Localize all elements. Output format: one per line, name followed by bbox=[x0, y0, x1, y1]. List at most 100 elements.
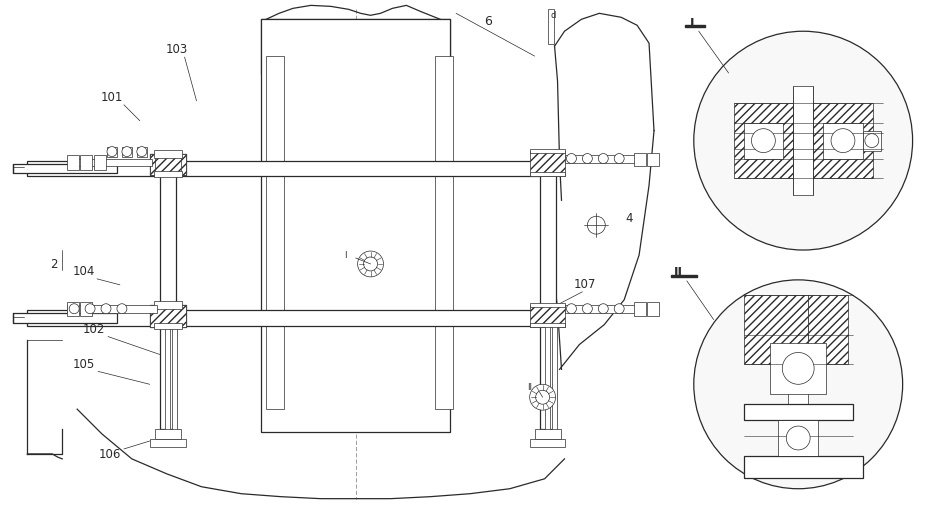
Circle shape bbox=[582, 154, 592, 164]
Bar bbox=[160, 310, 176, 429]
Circle shape bbox=[363, 257, 377, 271]
Bar bbox=[534, 429, 560, 439]
Circle shape bbox=[117, 304, 126, 314]
Bar bbox=[530, 322, 565, 327]
Circle shape bbox=[582, 304, 592, 314]
Bar bbox=[743, 456, 862, 478]
Bar bbox=[539, 173, 555, 310]
Text: 105: 105 bbox=[73, 358, 95, 371]
Bar bbox=[812, 103, 872, 178]
Circle shape bbox=[598, 154, 608, 164]
Circle shape bbox=[693, 31, 912, 250]
Bar bbox=[261, 19, 449, 74]
Circle shape bbox=[598, 304, 608, 314]
Bar bbox=[149, 154, 185, 175]
Circle shape bbox=[101, 304, 110, 314]
Bar bbox=[12, 164, 117, 173]
Bar bbox=[137, 147, 146, 156]
Bar bbox=[27, 310, 554, 326]
Bar bbox=[149, 305, 185, 327]
Bar bbox=[647, 153, 658, 167]
Bar bbox=[435, 56, 452, 409]
Text: 104: 104 bbox=[73, 265, 95, 278]
Bar bbox=[67, 154, 79, 171]
Circle shape bbox=[830, 129, 854, 153]
Bar bbox=[107, 147, 117, 156]
Bar bbox=[149, 154, 185, 175]
Circle shape bbox=[530, 384, 555, 410]
Bar bbox=[778, 420, 818, 456]
Bar bbox=[266, 56, 284, 409]
Circle shape bbox=[614, 154, 623, 164]
Bar bbox=[530, 439, 565, 447]
Bar bbox=[684, 25, 704, 27]
Circle shape bbox=[107, 147, 117, 156]
Bar bbox=[530, 151, 565, 176]
Text: I: I bbox=[344, 250, 346, 260]
Bar bbox=[72, 158, 152, 167]
Bar bbox=[155, 429, 180, 439]
Circle shape bbox=[614, 304, 623, 314]
Circle shape bbox=[137, 147, 146, 156]
Bar bbox=[670, 275, 696, 277]
Bar bbox=[544, 326, 549, 445]
Bar bbox=[261, 19, 449, 432]
Bar bbox=[743, 404, 852, 420]
Bar bbox=[807, 295, 847, 364]
Circle shape bbox=[782, 353, 814, 384]
Bar bbox=[769, 342, 825, 394]
Text: II: II bbox=[674, 266, 683, 280]
Bar bbox=[530, 305, 565, 327]
Bar bbox=[633, 302, 646, 316]
Bar bbox=[122, 147, 132, 156]
Bar bbox=[160, 173, 176, 310]
Circle shape bbox=[535, 390, 549, 404]
Circle shape bbox=[864, 134, 878, 148]
Circle shape bbox=[357, 251, 383, 277]
Bar bbox=[551, 326, 556, 445]
Text: 4: 4 bbox=[625, 212, 632, 225]
Bar bbox=[530, 172, 565, 176]
Bar bbox=[792, 86, 812, 195]
Bar bbox=[67, 302, 79, 316]
Bar bbox=[149, 305, 185, 327]
Bar bbox=[164, 326, 170, 445]
Bar bbox=[530, 303, 565, 307]
Bar bbox=[743, 295, 807, 364]
Bar bbox=[154, 172, 181, 177]
Text: d: d bbox=[550, 11, 556, 20]
Bar bbox=[787, 295, 807, 469]
Bar bbox=[743, 123, 783, 158]
Bar bbox=[149, 439, 185, 447]
Bar bbox=[80, 302, 92, 316]
Bar bbox=[67, 305, 157, 313]
Bar bbox=[94, 154, 106, 171]
Text: 106: 106 bbox=[99, 449, 121, 461]
Circle shape bbox=[85, 304, 95, 314]
Bar bbox=[154, 150, 181, 157]
Bar bbox=[80, 154, 92, 171]
Bar bbox=[530, 149, 565, 153]
Bar bbox=[822, 123, 862, 158]
Bar bbox=[155, 151, 180, 176]
Text: 103: 103 bbox=[165, 42, 188, 56]
Text: 6: 6 bbox=[483, 15, 491, 28]
Bar bbox=[154, 301, 181, 309]
Circle shape bbox=[565, 154, 576, 164]
Bar bbox=[154, 322, 181, 329]
Circle shape bbox=[693, 280, 902, 489]
Bar bbox=[647, 302, 658, 316]
Bar bbox=[172, 326, 177, 445]
Bar bbox=[733, 103, 792, 178]
Circle shape bbox=[565, 304, 576, 314]
Bar bbox=[539, 310, 555, 429]
Bar bbox=[27, 160, 554, 176]
Text: 2: 2 bbox=[50, 259, 58, 271]
Bar bbox=[547, 9, 553, 44]
Text: 107: 107 bbox=[573, 278, 595, 291]
Bar bbox=[565, 154, 639, 162]
Circle shape bbox=[122, 147, 132, 156]
Circle shape bbox=[69, 304, 79, 314]
Bar bbox=[862, 131, 880, 151]
Bar bbox=[633, 153, 646, 167]
